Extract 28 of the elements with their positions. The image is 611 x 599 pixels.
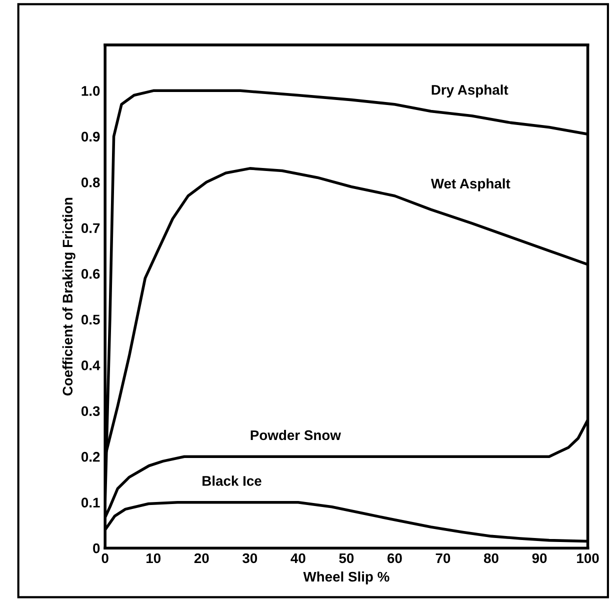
x-axis-title: Wheel Slip % <box>303 571 390 584</box>
y-tick-label: 0.9 <box>81 132 100 142</box>
x-tick-label: 0 <box>102 553 108 564</box>
x-tick-label: 20 <box>194 553 209 564</box>
x-tick-label: 70 <box>436 553 450 564</box>
x-tick-label: 80 <box>484 553 498 564</box>
x-tick-label: 50 <box>339 553 354 564</box>
y-tick-label: 0.1 <box>81 498 100 508</box>
y-tick-label: 0.6 <box>81 268 100 279</box>
x-tick-label: 40 <box>290 553 306 564</box>
x-tick-label: 100 <box>577 553 599 564</box>
y-tick-label: 0.2 <box>81 452 100 462</box>
series-label: Dry Asphalt <box>432 84 508 98</box>
y-tick-label: 0 <box>93 543 100 554</box>
y-tick-label: 0.7 <box>81 223 100 234</box>
series-label: Wet Asphalt <box>430 178 510 192</box>
x-tick-label: 90 <box>532 553 547 564</box>
series-label: Black Ice <box>202 476 262 486</box>
y-tick-label: 0.8 <box>81 177 100 188</box>
y-tick-label: 0.5 <box>81 314 100 325</box>
y-tick-label: 1.0 <box>82 86 100 96</box>
y-axis-title: Coefficient of Braking Friction <box>62 198 76 396</box>
x-tick-label: 10 <box>146 553 161 564</box>
x-tick-label: 60 <box>387 553 402 564</box>
y-tick-label: 0.4 <box>81 360 100 370</box>
x-tick-label: 30 <box>242 553 258 564</box>
series-label: Powder Snow <box>250 430 341 440</box>
y-tick-label: 0.3 <box>81 406 100 416</box>
